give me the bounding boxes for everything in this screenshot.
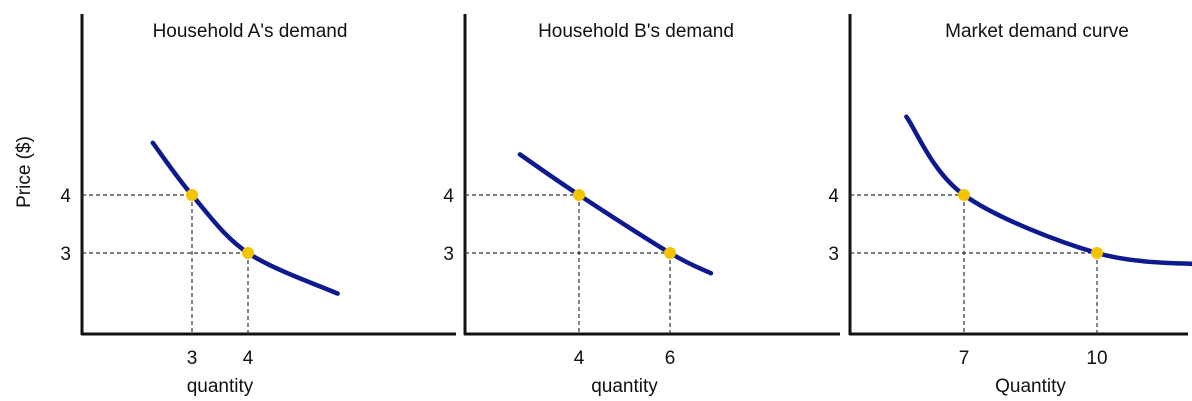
x-tick-label: 6 bbox=[665, 348, 676, 369]
x-tick-label: 4 bbox=[574, 348, 585, 369]
y-tick-label: 3 bbox=[828, 244, 839, 265]
data-point bbox=[958, 189, 970, 201]
y-axis-label: Price ($) bbox=[14, 136, 35, 208]
x-tick-label: 4 bbox=[243, 348, 254, 369]
y-tick-label: 4 bbox=[60, 186, 71, 207]
demand-curve-line bbox=[517, 152, 714, 276]
y-tick-label: 4 bbox=[443, 186, 454, 207]
x-axis-label: quantity bbox=[591, 376, 658, 397]
y-tick-label: 3 bbox=[60, 244, 71, 265]
y-tick-label: 3 bbox=[443, 244, 454, 265]
demand-curve-line bbox=[150, 140, 340, 296]
x-axis-label: Quantity bbox=[995, 376, 1066, 397]
x-tick-label: 10 bbox=[1086, 348, 1107, 369]
data-point bbox=[1091, 247, 1103, 259]
x-tick-label: 7 bbox=[959, 348, 970, 369]
data-point bbox=[186, 189, 198, 201]
data-point bbox=[242, 247, 254, 259]
chart-title: Market demand curve bbox=[945, 21, 1129, 42]
chart-panel-2: Household B's demand 4 3 4 6 quantity bbox=[443, 14, 840, 397]
x-tick-label: 3 bbox=[187, 348, 198, 369]
data-point bbox=[664, 247, 676, 259]
chart-title: Household A's demand bbox=[153, 21, 348, 42]
x-axis-label: quantity bbox=[187, 376, 254, 397]
chart-title: Household B's demand bbox=[538, 21, 734, 42]
data-point bbox=[573, 189, 585, 201]
chart-panel-1: Household A's demand 4 3 3 4 quantity bbox=[60, 14, 456, 397]
y-tick-label: 4 bbox=[828, 186, 839, 207]
demand-curve-line bbox=[904, 114, 1192, 267]
chart-panel-3: Market demand curve 4 3 7 10 Quantity bbox=[828, 14, 1192, 397]
